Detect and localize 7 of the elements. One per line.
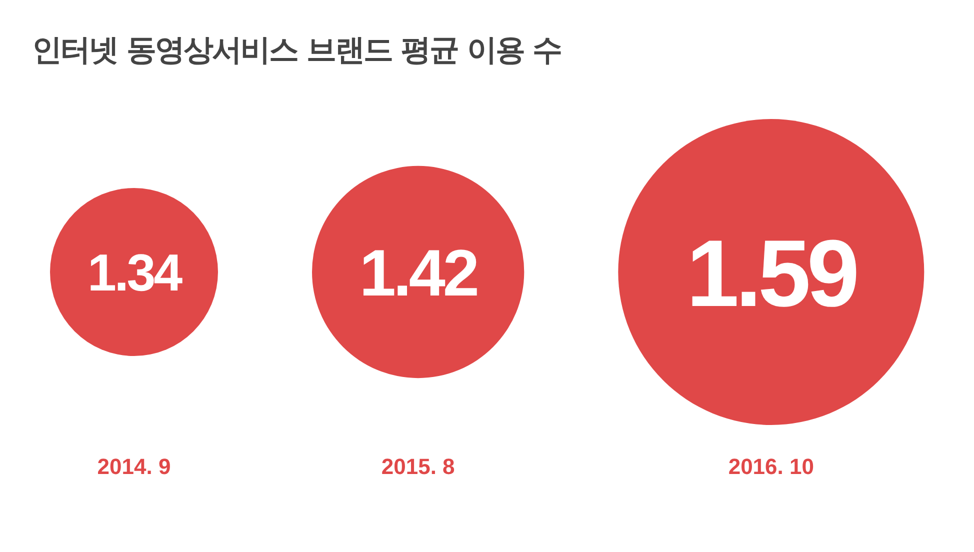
data-label: 1.42 <box>359 236 477 310</box>
category-label: 2016. 10 <box>728 454 814 479</box>
data-label: 1.59 <box>686 221 857 328</box>
data-label: 1.34 <box>87 244 183 303</box>
text: 인터넷 동영상서비스 브랜드 평균 이용 수 <box>32 33 562 68</box>
category-label: 2014. 9 <box>97 454 171 479</box>
category-label: 2015. 8 <box>381 454 455 479</box>
